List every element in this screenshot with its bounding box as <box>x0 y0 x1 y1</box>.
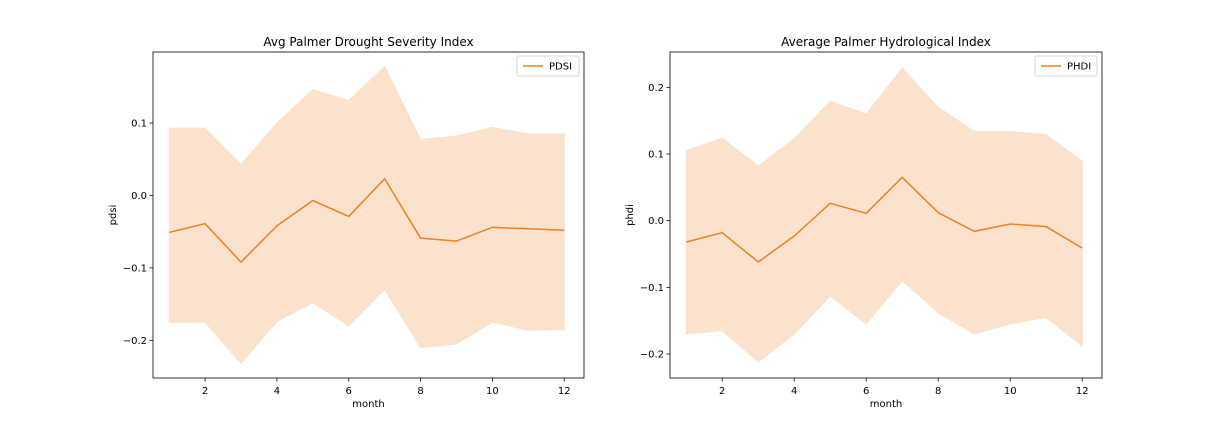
chart-title-phdi: Average Palmer Hydrological Index <box>781 35 991 49</box>
legend-box-phdi <box>1034 55 1098 77</box>
x-tick-label-pdsi: 12 <box>558 386 571 397</box>
y-tick-label-pdsi: 0.1 <box>131 118 147 129</box>
y-tick-label-phdi: 0.0 <box>648 216 664 227</box>
chart-pdsi: Avg Palmer Drought Severity Index month … <box>108 35 585 410</box>
x-tick-label-pdsi: 4 <box>274 386 280 397</box>
confidence-band-phdi <box>685 67 1083 363</box>
x-tick-label-pdsi: 8 <box>417 386 423 397</box>
y-tick-label-pdsi: −0.2 <box>123 336 147 347</box>
x-tick-label-phdi: 2 <box>719 386 725 397</box>
x-tick-label-phdi: 12 <box>1076 386 1089 397</box>
x-tick-label-phdi: 4 <box>791 386 797 397</box>
legend-label-phdi: PHDI <box>1067 62 1091 73</box>
confidence-band-pdsi <box>168 65 565 365</box>
y-tick-label-pdsi: −0.1 <box>123 263 147 274</box>
x-tick-label-pdsi: 2 <box>202 386 208 397</box>
x-tick-label-phdi: 10 <box>1004 386 1017 397</box>
x-axis-label-pdsi: month <box>352 399 384 410</box>
series-line-pdsi <box>168 178 565 263</box>
legend-label-pdsi: PDSI <box>549 62 572 73</box>
plot-frame-phdi <box>669 51 1103 379</box>
y-tick-label-phdi: 0.1 <box>648 150 664 161</box>
chart-title-pdsi: Avg Palmer Drought Severity Index <box>263 35 473 49</box>
x-tick-label-phdi: 6 <box>863 386 869 397</box>
y-tick-label-phdi: −0.2 <box>640 350 664 361</box>
y-tick-label-phdi: −0.1 <box>640 283 664 294</box>
x-tick-label-pdsi: 6 <box>346 386 352 397</box>
x-tick-label-pdsi: 10 <box>486 386 499 397</box>
series-line-phdi <box>686 176 1083 263</box>
plot-frame-pdsi <box>152 51 585 379</box>
y-tick-label-phdi: 0.2 <box>648 83 664 94</box>
y-axis-label-phdi: phdi <box>625 204 636 226</box>
legend-box-pdsi <box>516 55 580 77</box>
x-axis-label-phdi: month <box>870 399 902 410</box>
x-tick-label-phdi: 8 <box>935 386 941 397</box>
chart-phdi: Average Palmer Hydrological Index month … <box>625 35 1103 410</box>
y-axis-label-pdsi: pdsi <box>108 205 119 226</box>
y-tick-label-pdsi: 0.0 <box>131 191 147 202</box>
